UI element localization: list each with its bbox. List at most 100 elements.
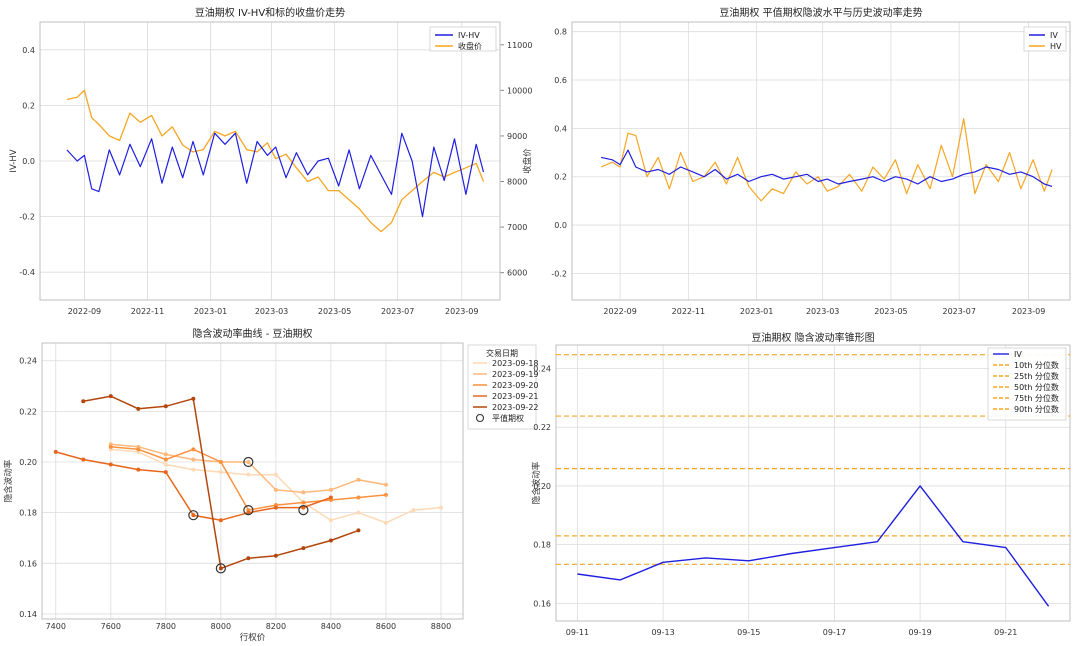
- chart1-x-tick-label: 2023-09: [445, 307, 478, 316]
- chart3-y-tick-label: 0.18: [19, 509, 37, 518]
- chart3-x-tick-label: 8400: [321, 622, 341, 631]
- chart3-legend-label: 2023-09-18: [492, 359, 539, 368]
- chart3-title: 隐含波动率曲线 - 豆油期权: [193, 327, 313, 340]
- chart3-x-tick-label: 7800: [156, 622, 176, 631]
- chart3-data-point: [53, 449, 58, 454]
- chart4-x-tick-label: 09-13: [651, 628, 674, 637]
- chart2-y-tick-label: 0.2: [554, 173, 567, 182]
- chart3-x-tick-label: 8200: [266, 622, 286, 631]
- chart3-legend-label: 平值期权: [492, 413, 524, 423]
- chart4-legend-label: 10th 分位数: [1014, 360, 1059, 370]
- chart3-data-point: [356, 495, 361, 500]
- chart1-y2-tick-label: 9000: [507, 132, 527, 141]
- chart4-legend-label: IV: [1014, 350, 1022, 359]
- chart1-x-tick-label: 2023-01: [194, 307, 227, 316]
- chart2-x-tick-label: 2023-05: [874, 307, 907, 316]
- chart4-iv-line: [577, 485, 1050, 607]
- chart1-frame: [39, 21, 501, 301]
- chart3-atm-marker: [188, 510, 199, 521]
- chart3-x-axis-label: 行权价: [240, 632, 266, 643]
- chart1-x-tick-label: 2022-11: [131, 307, 164, 316]
- chart4-y-tick-label: 0.20: [533, 482, 551, 491]
- chart3-data-point: [191, 457, 196, 462]
- chart3-atm-marker: [243, 505, 254, 516]
- chart3-data-point: [383, 482, 388, 487]
- chart3-data-point: [163, 404, 168, 409]
- chart1-y-tick-label: -0.2: [19, 213, 35, 222]
- chart3-y-tick-label: 0.24: [19, 357, 37, 366]
- chart3-data-point: [328, 487, 333, 492]
- chart1-y2-axis-label: 收盘价: [522, 148, 533, 174]
- chart3-x-tick-label: 7400: [46, 622, 66, 631]
- chart2-legend-label: HV: [1050, 42, 1062, 51]
- chart3-data-point: [163, 452, 168, 457]
- chart2-iv-line: [600, 149, 1053, 187]
- chart3-data-point: [218, 470, 223, 475]
- chart1-y-tick-label: 0.0: [22, 157, 35, 166]
- chart3-data-point: [301, 546, 306, 551]
- chart2-x-tick-label: 2022-11: [672, 307, 705, 316]
- chart2-title: 豆油期权 平值期权隐波水平与历史波动率走势: [719, 6, 922, 19]
- chart4-x-tick-label: 09-17: [823, 628, 846, 637]
- chart3-data-point: [273, 505, 278, 510]
- chart1-legend-label: 收盘价: [458, 41, 482, 51]
- chart3-data-point: [328, 495, 333, 500]
- chart3-data-point: [383, 520, 388, 525]
- chart3-data-point: [328, 538, 333, 543]
- chart3-data-point: [218, 460, 223, 465]
- chart2-y-tick-label: 0.6: [554, 76, 567, 85]
- chart3-series-line: [110, 446, 387, 511]
- chart3-data-point: [163, 457, 168, 462]
- chart4-legend: [987, 347, 1067, 421]
- chart1-x-tick-label: 2023-07: [381, 307, 414, 316]
- chart3-atm-marker: [298, 505, 309, 516]
- chart3-y-tick-label: 0.16: [19, 559, 37, 568]
- chart1-y2-tick-label: 11000: [507, 41, 532, 50]
- chart3-legend-swatch: [475, 413, 485, 423]
- chart2-frame: [571, 21, 1071, 301]
- chart1-y-tick-label: 0.2: [22, 101, 35, 110]
- chart3-data-point: [136, 447, 141, 452]
- chart3-data-point: [163, 462, 168, 467]
- chart3-legend-label: 2023-09-22: [492, 403, 539, 412]
- chart1-y-tick-label: 0.4: [22, 46, 35, 55]
- chart2-x-tick-label: 2023-09: [1012, 307, 1045, 316]
- chart3-legend-label: 2023-09-21: [492, 392, 539, 401]
- chart3-x-tick-label: 7600: [101, 622, 121, 631]
- chart3-series-line: [110, 443, 387, 494]
- chart3-data-point: [191, 467, 196, 472]
- chart3-x-tick-label: 8600: [376, 622, 396, 631]
- chart3-frame: [41, 342, 464, 620]
- chart3-data-point: [136, 467, 141, 472]
- chart3-y-axis-label: 隐含波动率: [3, 459, 14, 502]
- chart3-data-point: [218, 518, 223, 523]
- chart3-data-point: [108, 462, 113, 467]
- chart4-frame: [555, 344, 1071, 622]
- chart2-legend: [1023, 26, 1067, 52]
- chart3-data-point: [301, 490, 306, 495]
- chart1-y2-tick-label: 7000: [507, 223, 527, 232]
- chart3-y-tick-label: 0.20: [19, 458, 37, 467]
- chart4-y-tick-label: 0.24: [533, 364, 551, 373]
- chart1-legend-label: IV-HV: [458, 31, 480, 40]
- chart4-legend-label: 25th 分位数: [1014, 371, 1059, 381]
- chart2-x-tick-label: 2023-03: [806, 307, 839, 316]
- chart3-data-point: [438, 505, 443, 510]
- chart4-x-tick-label: 09-19: [908, 628, 931, 637]
- chart1-y2-tick-label: 10000: [507, 86, 532, 95]
- chart2-hv-line: [600, 118, 1053, 202]
- chart3-data-point: [136, 406, 141, 411]
- chart1-x-tick-label: 2023-05: [318, 307, 351, 316]
- chart3-data-point: [273, 472, 278, 477]
- chart3-data-point: [246, 556, 251, 561]
- chart3-data-point: [328, 518, 333, 523]
- chart3-data-point: [81, 399, 86, 404]
- chart2-y-tick-label: 0.0: [554, 221, 567, 230]
- chart1-y-axis-label: IV-HV: [9, 149, 19, 172]
- chart4-y-tick-label: 0.22: [533, 423, 551, 432]
- chart3-data-point: [383, 492, 388, 497]
- chart4-legend-label: 90th 分位数: [1014, 404, 1059, 414]
- chart1-x-tick-label: 2022-09: [68, 307, 101, 316]
- chart1-y2-tick-label: 8000: [507, 178, 527, 187]
- chart2-x-tick-label: 2022-09: [603, 307, 636, 316]
